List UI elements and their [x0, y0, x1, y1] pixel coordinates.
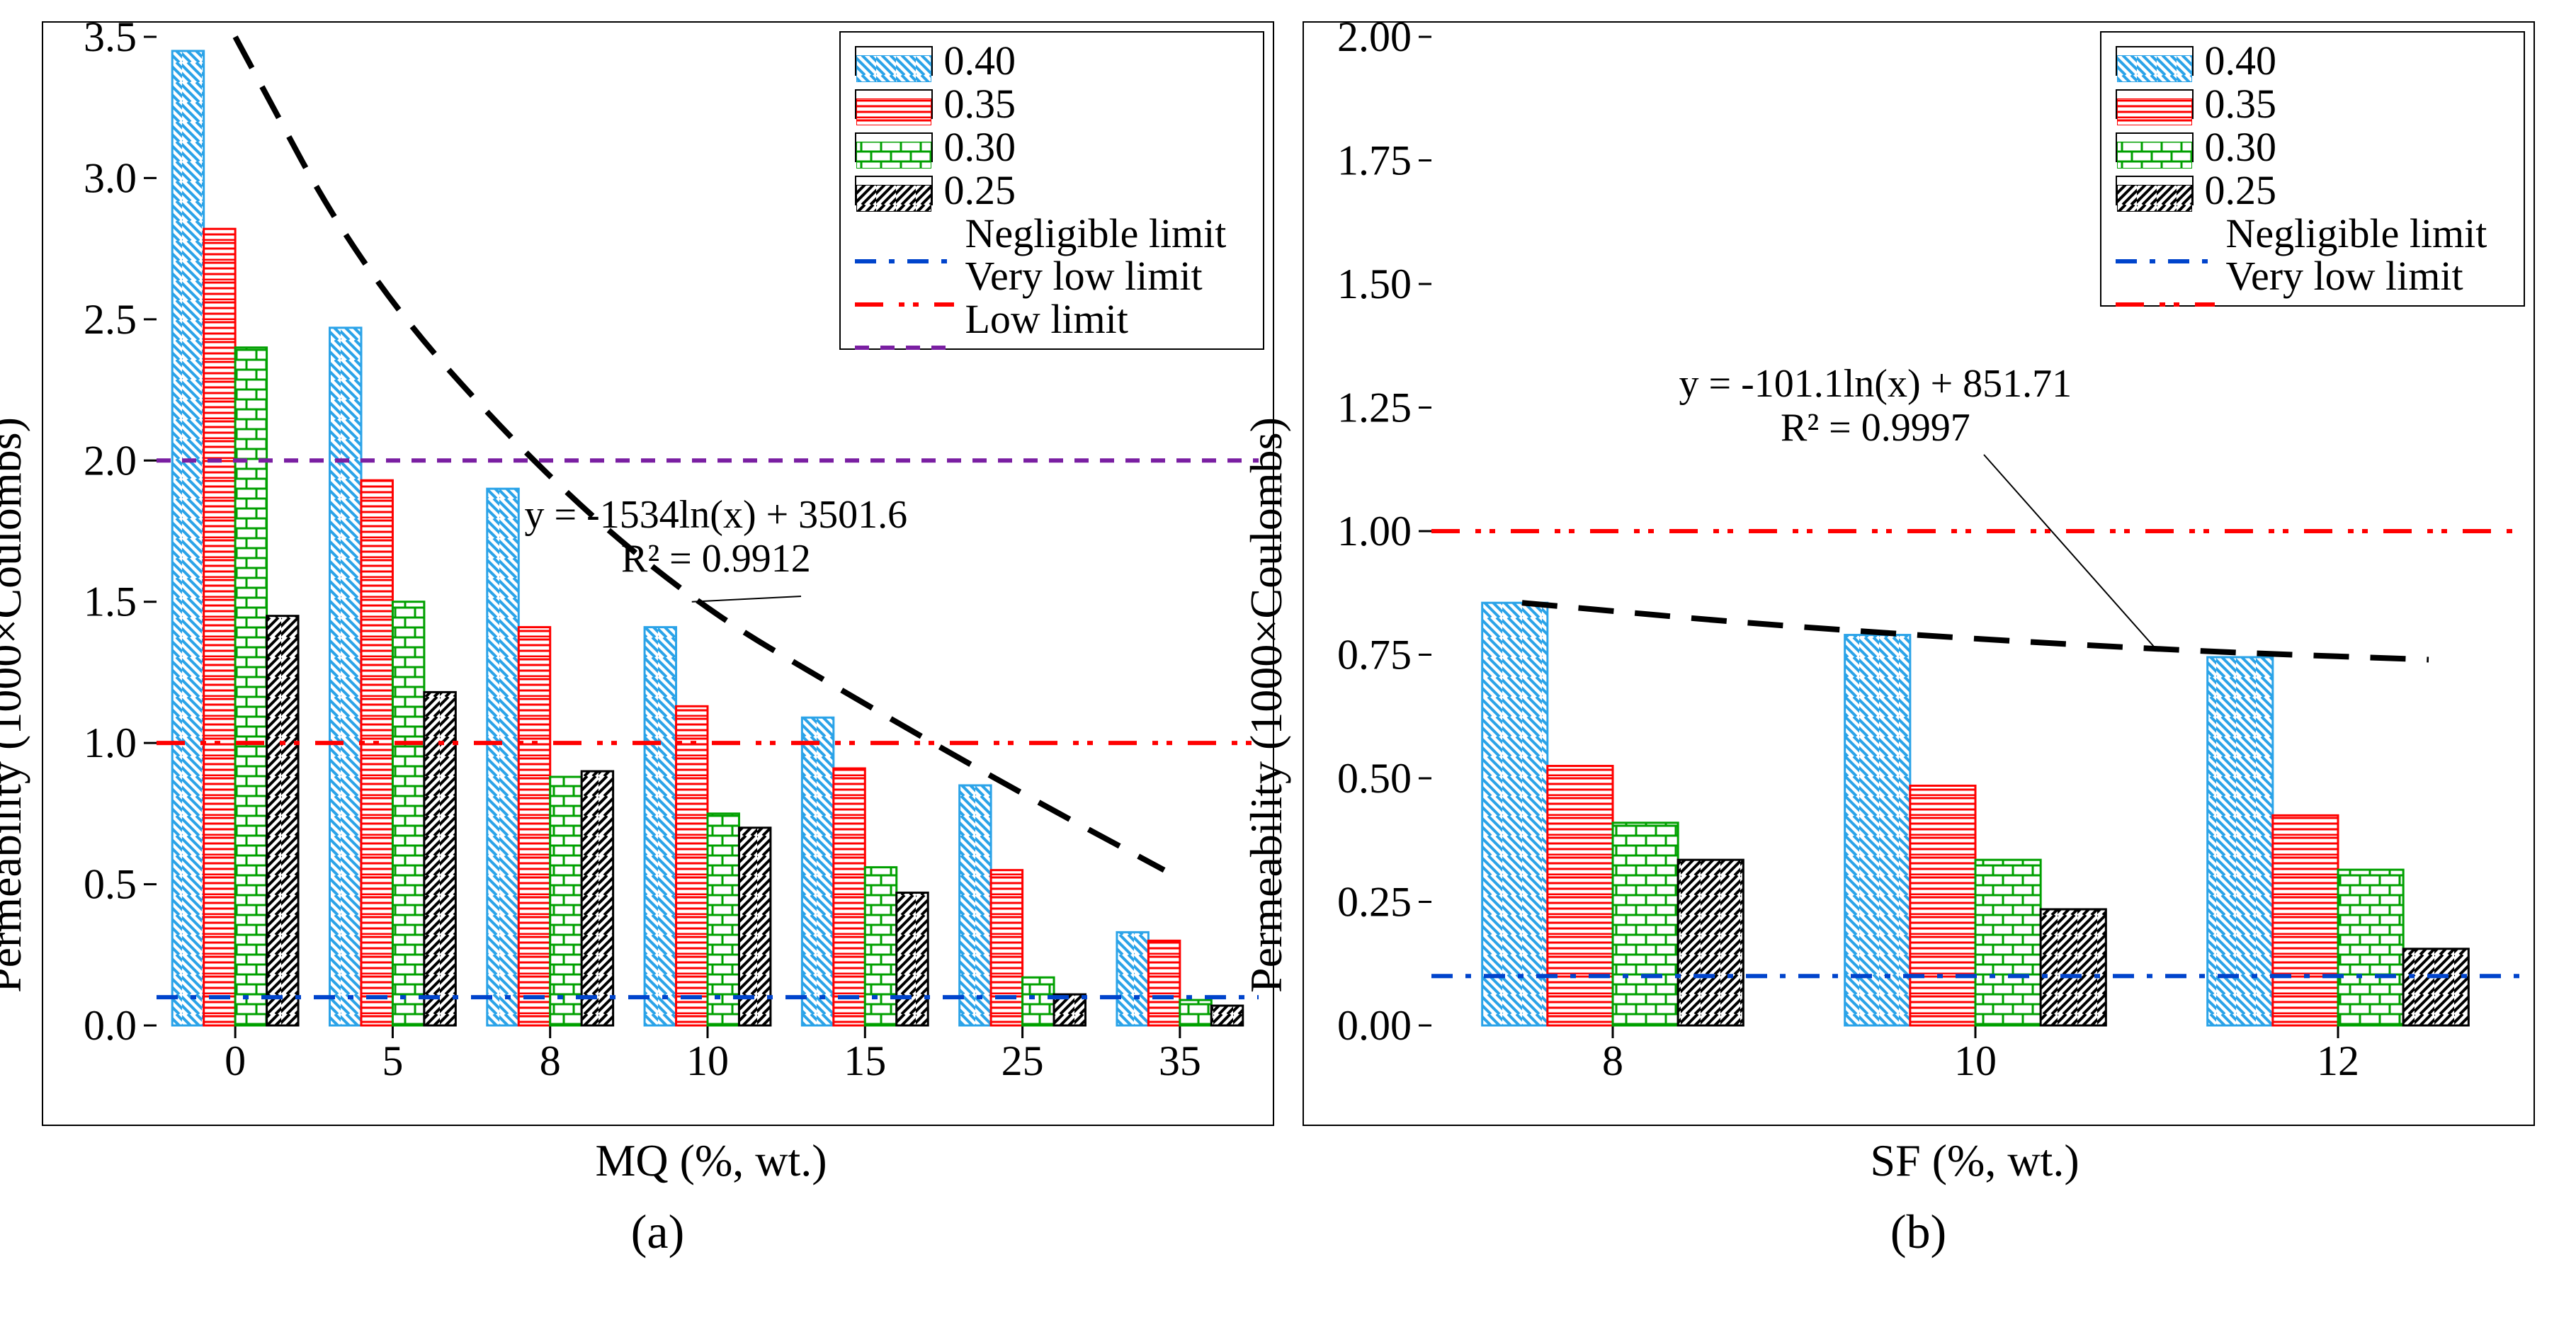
legend-row-limit: Negligible limit	[2116, 212, 2509, 256]
svg-text:0.5: 0.5	[84, 861, 137, 908]
legend-swatch	[2116, 176, 2194, 205]
equation-a-line1: y = -1534ln(x) + 3501.6	[525, 493, 908, 537]
panel-b-caption: (b)	[1890, 1204, 1946, 1260]
legend-swatch	[2116, 132, 2194, 162]
svg-text:2.5: 2.5	[84, 296, 137, 343]
svg-text:12: 12	[2317, 1037, 2359, 1084]
legend-series-label: 0.35	[944, 83, 1016, 126]
svg-text:3.0: 3.0	[84, 154, 137, 201]
svg-text:35: 35	[1158, 1037, 1201, 1084]
svg-text:0.00: 0.00	[1337, 1002, 1412, 1049]
svg-text:0.50: 0.50	[1337, 755, 1412, 802]
legend-swatch	[2116, 46, 2194, 76]
legend-a: 0.400.350.300.25Negligible limitVery low…	[839, 31, 1264, 350]
svg-text:1.0: 1.0	[84, 720, 137, 766]
legend-series-label: 0.30	[944, 126, 1016, 169]
svg-text:1.75: 1.75	[1337, 137, 1412, 184]
svg-text:25: 25	[1001, 1037, 1043, 1084]
legend-swatch	[2116, 89, 2194, 119]
equation-annot-b: y = -101.1ln(x) + 851.71 R² = 0.9997	[1679, 363, 2072, 450]
panel-a-caption: (a)	[631, 1204, 684, 1260]
panel-a: Permeability (1000×Coulombs) MQ (%, wt.)…	[42, 21, 1274, 1126]
legend-series-label: 0.40	[944, 40, 1016, 83]
svg-text:1.5: 1.5	[84, 579, 137, 625]
svg-text:1.50: 1.50	[1337, 261, 1412, 307]
legend-row-limit: Negligible limit	[855, 212, 1249, 256]
y-axis-label-b: Permeability (1000×Coulombs)	[1240, 417, 1293, 993]
figure-container: Permeability (1000×Coulombs) MQ (%, wt.)…	[0, 0, 2576, 1267]
svg-text:0.75: 0.75	[1337, 632, 1412, 678]
svg-text:1.00: 1.00	[1337, 508, 1412, 555]
legend-swatch	[855, 89, 933, 119]
svg-text:10: 10	[686, 1037, 729, 1084]
y-axis-label-a: Permeability (1000×Coulombs)	[0, 417, 32, 993]
svg-text:5: 5	[382, 1037, 403, 1084]
svg-text:15: 15	[844, 1037, 886, 1084]
legend-limit-label: Negligible limit	[2226, 212, 2487, 256]
panel-b-wrap: Permeability (1000×Coulombs) SF (%, wt.)…	[1303, 21, 2535, 1260]
legend-swatch	[855, 46, 933, 76]
legend-series-label: 0.25	[2205, 169, 2277, 212]
svg-text:2.0: 2.0	[84, 437, 137, 484]
legend-row-series: 0.30	[2116, 126, 2509, 169]
legend-series-label: 0.35	[2205, 83, 2277, 126]
legend-row-series: 0.25	[2116, 169, 2509, 212]
legend-series-label: 0.30	[2205, 126, 2277, 169]
legend-row-series: 0.30	[855, 126, 1249, 169]
legend-row-series: 0.25	[855, 169, 1249, 212]
svg-text:3.5: 3.5	[84, 13, 137, 60]
svg-text:0: 0	[225, 1037, 246, 1084]
svg-text:8: 8	[539, 1037, 560, 1084]
svg-text:8: 8	[1602, 1037, 1623, 1084]
legend-limit-label: Negligible limit	[965, 212, 1227, 256]
legend-swatch	[855, 132, 933, 162]
equation-a-line2: R² = 0.9912	[621, 537, 811, 581]
x-axis-label-b: SF (%, wt.)	[1871, 1135, 2079, 1187]
legend-row-series: 0.35	[2116, 83, 2509, 126]
panel-a-wrap: Permeability (1000×Coulombs) MQ (%, wt.)…	[42, 21, 1274, 1260]
legend-limit-label: Very low limit	[2226, 255, 2463, 298]
legend-swatch	[855, 176, 933, 205]
equation-b-line1: y = -101.1ln(x) + 851.71	[1679, 362, 2072, 406]
legend-row-series: 0.40	[2116, 40, 2509, 83]
svg-text:1.25: 1.25	[1337, 385, 1412, 431]
equation-b-line2: R² = 0.9997	[1781, 406, 1970, 450]
svg-text:10: 10	[1954, 1037, 1997, 1084]
svg-text:0.0: 0.0	[84, 1002, 137, 1049]
svg-text:0.25: 0.25	[1337, 879, 1412, 926]
legend-limit-label: Low limit	[965, 298, 1128, 341]
legend-series-label: 0.25	[944, 169, 1016, 212]
legend-series-label: 0.40	[2205, 40, 2277, 83]
legend-b: 0.400.350.300.25Negligible limitVery low…	[2100, 31, 2525, 307]
x-axis-label-a: MQ (%, wt.)	[596, 1135, 827, 1187]
svg-text:2.00: 2.00	[1337, 13, 1412, 60]
legend-row-series: 0.40	[855, 40, 1249, 83]
legend-limit-label: Very low limit	[965, 255, 1203, 298]
equation-annot-a: y = -1534ln(x) + 3501.6 R² = 0.9912	[525, 494, 908, 581]
legend-row-series: 0.35	[855, 83, 1249, 126]
panel-b: Permeability (1000×Coulombs) SF (%, wt.)…	[1303, 21, 2535, 1126]
